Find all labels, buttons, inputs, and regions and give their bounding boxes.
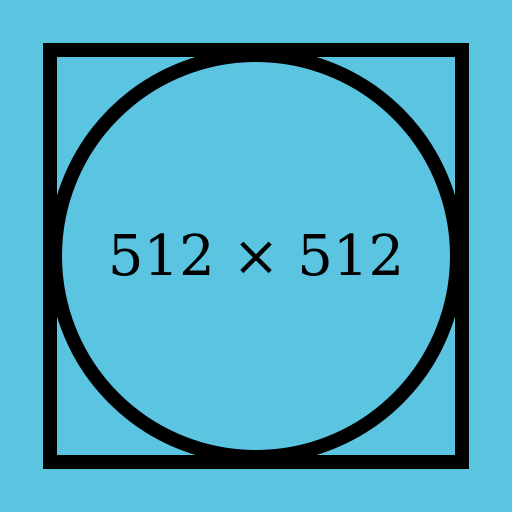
inscribed-circle <box>48 48 464 464</box>
